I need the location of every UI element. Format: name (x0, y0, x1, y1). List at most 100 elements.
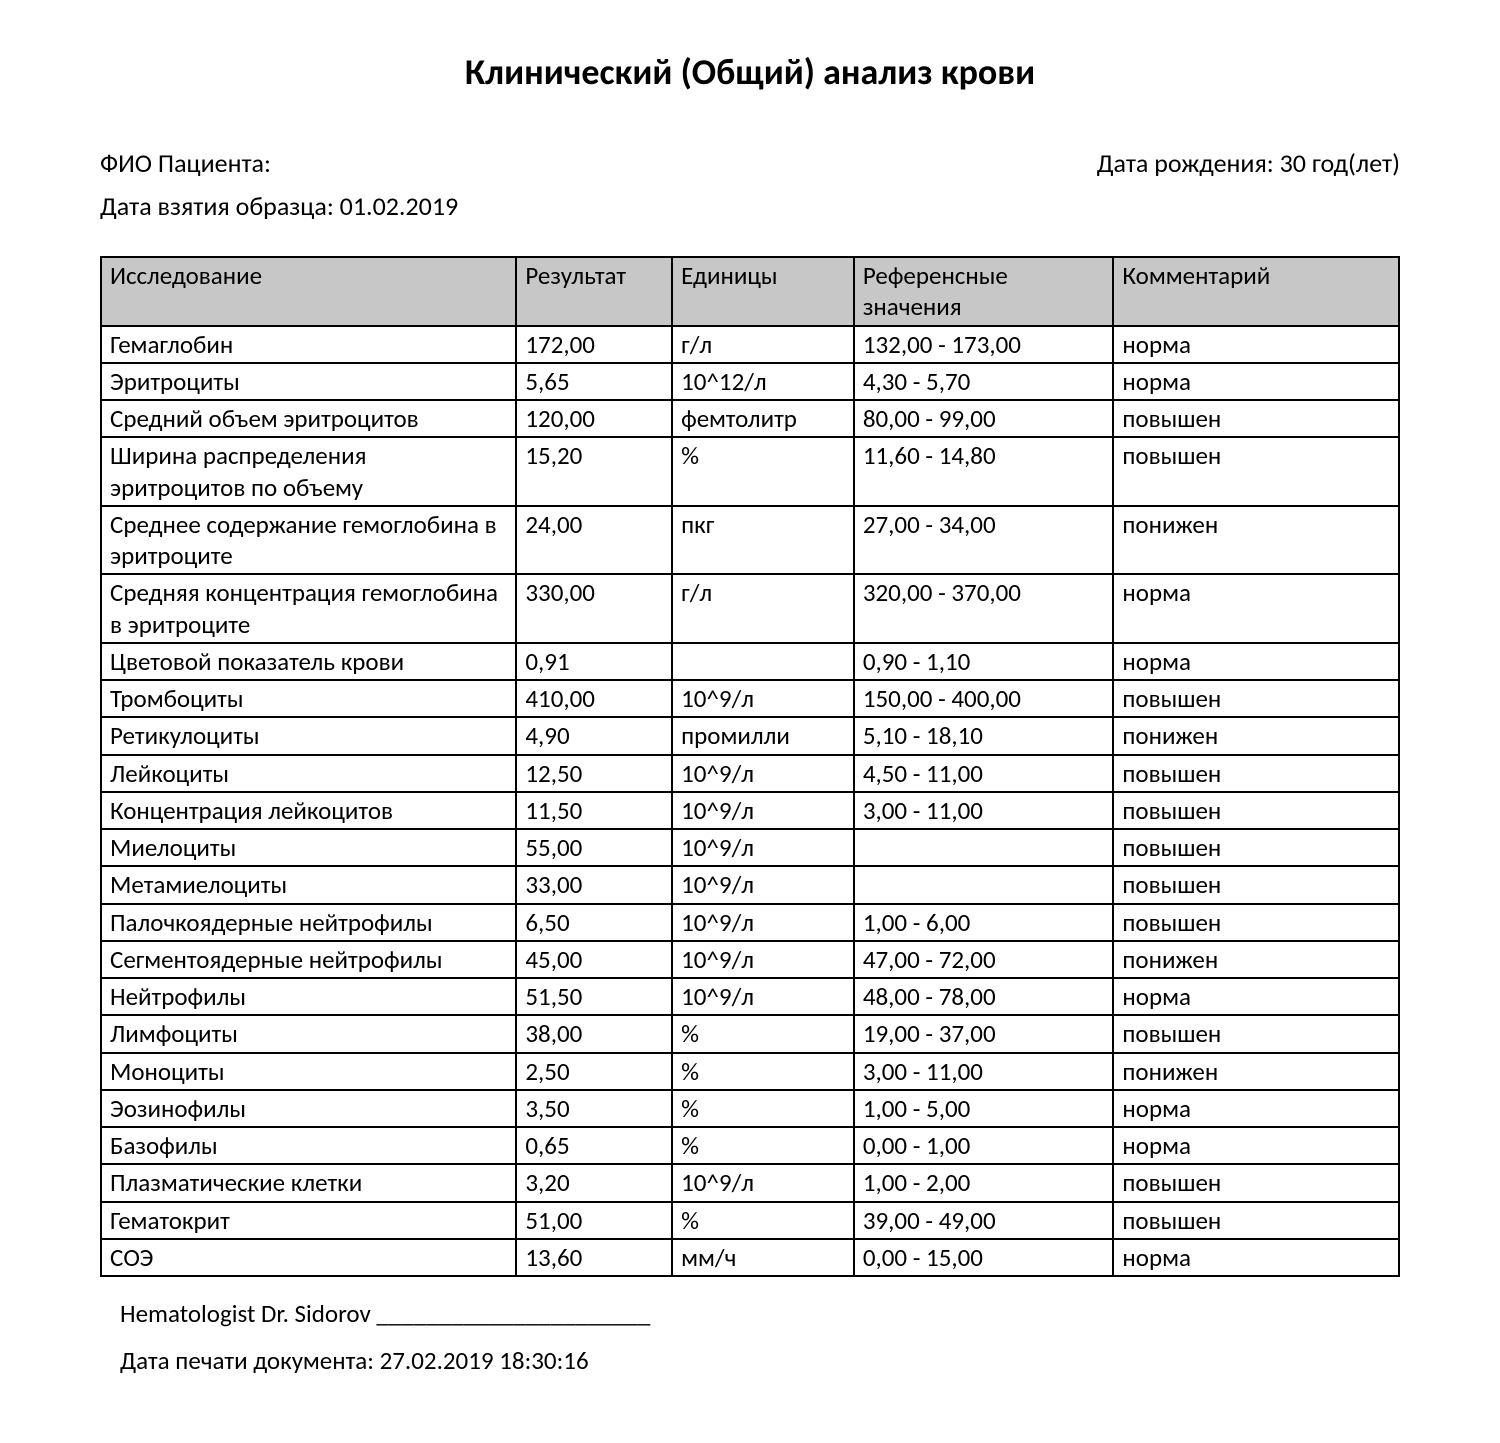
table-row: Концентрация лейкоцитов11,5010^9/л3,00 -… (101, 792, 1399, 829)
table-cell: 10^9/л (672, 680, 854, 717)
table-cell: 4,50 - 11,00 (854, 755, 1114, 792)
table-cell: Сегментоядерные нейтрофилы (101, 941, 516, 978)
table-row: Палочкоядерные нейтрофилы6,5010^9/л1,00 … (101, 904, 1399, 941)
table-cell (854, 829, 1114, 866)
table-cell: Концентрация лейкоцитов (101, 792, 516, 829)
table-cell: Средняя концентрация гемоглобина в эритр… (101, 574, 516, 643)
table-cell: повышен (1113, 829, 1399, 866)
table-cell: г/л (672, 326, 854, 363)
table-cell: 150,00 - 400,00 (854, 680, 1114, 717)
table-cell: 39,00 - 49,00 (854, 1202, 1114, 1239)
table-row: Среднее содержание гемоглобина в эритроц… (101, 506, 1399, 575)
table-cell: 320,00 - 370,00 (854, 574, 1114, 643)
table-cell: 120,00 (516, 400, 672, 437)
table-cell: % (672, 1202, 854, 1239)
table-cell: 47,00 - 72,00 (854, 941, 1114, 978)
table-cell: норма (1113, 574, 1399, 643)
table-row: Гематокрит51,00%39,00 - 49,00повышен (101, 1202, 1399, 1239)
table-cell (854, 866, 1114, 903)
table-row: Эозинофилы3,50%1,00 - 5,00норма (101, 1090, 1399, 1127)
table-cell: повышен (1113, 1202, 1399, 1239)
table-cell: 132,00 - 173,00 (854, 326, 1114, 363)
table-row: Гемаглобин172,00г/л132,00 - 173,00норма (101, 326, 1399, 363)
table-cell: норма (1113, 1127, 1399, 1164)
table-cell: 33,00 (516, 866, 672, 903)
table-row: Лимфоциты38,00%19,00 - 37,00повышен (101, 1015, 1399, 1052)
patient-label: ФИО Пациента: (100, 144, 271, 183)
table-cell: Ретикулоциты (101, 717, 516, 754)
table-cell: понижен (1113, 941, 1399, 978)
table-row: Ширина распределения эритроцитов по объе… (101, 437, 1399, 506)
results-table-body: Гемаглобин172,00г/л132,00 - 173,00нормаЭ… (101, 326, 1399, 1277)
table-cell: 0,00 - 1,00 (854, 1127, 1114, 1164)
col-comment: Комментарий (1113, 257, 1399, 326)
table-cell: норма (1113, 1239, 1399, 1276)
table-cell: Палочкоядерные нейтрофилы (101, 904, 516, 941)
table-cell: фемтолитр (672, 400, 854, 437)
table-cell: Гемаглобин (101, 326, 516, 363)
table-row: Цветовой показатель крови0,910,90 - 1,10… (101, 643, 1399, 680)
table-cell: 0,00 - 15,00 (854, 1239, 1114, 1276)
table-cell: Средний объем эритроцитов (101, 400, 516, 437)
col-ref: Референсные значения (854, 257, 1114, 326)
table-cell: % (672, 1015, 854, 1052)
table-cell: Тромбоциты (101, 680, 516, 717)
table-cell: 410,00 (516, 680, 672, 717)
table-cell: Лейкоциты (101, 755, 516, 792)
table-cell: норма (1113, 326, 1399, 363)
table-cell: 10^9/л (672, 941, 854, 978)
table-cell: понижен (1113, 717, 1399, 754)
table-row: Сегментоядерные нейтрофилы45,0010^9/л47,… (101, 941, 1399, 978)
table-cell: повышен (1113, 904, 1399, 941)
table-cell: 11,50 (516, 792, 672, 829)
table-cell: норма (1113, 1090, 1399, 1127)
table-cell: 4,30 - 5,70 (854, 363, 1114, 400)
table-cell: 0,90 - 1,10 (854, 643, 1114, 680)
table-cell: Гематокрит (101, 1202, 516, 1239)
document-title: Клинический (Общий) анализ крови (100, 50, 1400, 94)
table-cell: повышен (1113, 866, 1399, 903)
table-row: Лейкоциты12,5010^9/л4,50 - 11,00повышен (101, 755, 1399, 792)
table-cell: Среднее содержание гемоглобина в эритроц… (101, 506, 516, 575)
table-cell: 6,50 (516, 904, 672, 941)
table-cell: 3,50 (516, 1090, 672, 1127)
table-cell: повышен (1113, 1015, 1399, 1052)
table-cell (672, 643, 854, 680)
table-cell: 27,00 - 34,00 (854, 506, 1114, 575)
table-cell: повышен (1113, 792, 1399, 829)
col-result: Результат (516, 257, 672, 326)
table-cell: 330,00 (516, 574, 672, 643)
dob-label: Дата рождения: 30 год(лет) (1097, 144, 1400, 183)
table-cell: повышен (1113, 1164, 1399, 1201)
table-cell: пкг (672, 506, 854, 575)
table-cell: 51,00 (516, 1202, 672, 1239)
table-cell: Миелоциты (101, 829, 516, 866)
col-test: Исследование (101, 257, 516, 326)
table-cell: 172,00 (516, 326, 672, 363)
table-cell: Плазматические клетки (101, 1164, 516, 1201)
table-cell: 0,65 (516, 1127, 672, 1164)
table-row: Средняя концентрация гемоглобина в эритр… (101, 574, 1399, 643)
table-cell: Нейтрофилы (101, 978, 516, 1015)
table-cell: % (672, 437, 854, 506)
table-cell: 10^9/л (672, 978, 854, 1015)
table-cell: Эритроциты (101, 363, 516, 400)
table-cell: 3,00 - 11,00 (854, 792, 1114, 829)
table-row: СОЭ13,60мм/ч0,00 - 15,00норма (101, 1239, 1399, 1276)
table-cell: норма (1113, 363, 1399, 400)
footer-block: Hematologist Dr. Sidorov _______________… (100, 1291, 1400, 1383)
table-row: Средний объем эритроцитов120,00фемтолитр… (101, 400, 1399, 437)
table-cell: 10^9/л (672, 866, 854, 903)
table-cell: 38,00 (516, 1015, 672, 1052)
table-cell: 5,65 (516, 363, 672, 400)
table-cell: 80,00 - 99,00 (854, 400, 1114, 437)
table-cell: 13,60 (516, 1239, 672, 1276)
table-row: Тромбоциты410,0010^9/л150,00 - 400,00пов… (101, 680, 1399, 717)
table-cell: 11,60 - 14,80 (854, 437, 1114, 506)
results-table: Исследование Результат Единицы Референсн… (100, 256, 1400, 1277)
table-cell: % (672, 1053, 854, 1090)
col-units: Единицы (672, 257, 854, 326)
document-page: Клинический (Общий) анализ крови ФИО Пац… (0, 0, 1500, 1443)
table-cell: % (672, 1127, 854, 1164)
table-cell: повышен (1113, 755, 1399, 792)
